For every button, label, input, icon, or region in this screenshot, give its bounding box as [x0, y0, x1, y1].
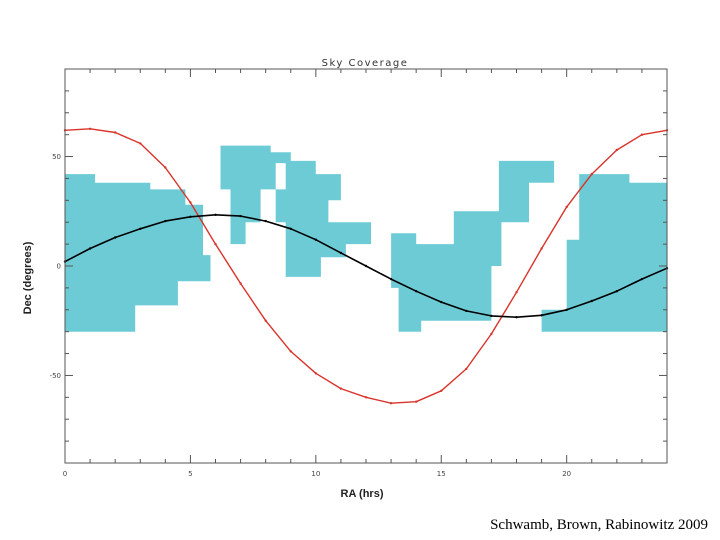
- ecliptic-point: [314, 238, 317, 241]
- ecliptic-point: [88, 247, 92, 250]
- coverage-region-5: [541, 174, 667, 332]
- ecliptic-point: [289, 227, 292, 230]
- ecliptic-point: [565, 308, 568, 311]
- galactic-plane-point: [314, 372, 317, 375]
- coverage-region-3: [275, 160, 371, 277]
- ecliptic-point: [189, 215, 192, 218]
- ecliptic-point: [389, 277, 393, 281]
- ecliptic-point: [364, 264, 368, 268]
- ecliptic-point: [164, 219, 167, 223]
- y-tick-label: 50: [52, 153, 61, 161]
- coverage-region-layer: [65, 145, 667, 332]
- galactic-plane-point: [515, 291, 518, 294]
- galactic-plane-point: [540, 247, 543, 250]
- galactic-plane-point: [164, 166, 167, 169]
- y-tick-label: 0: [57, 263, 61, 271]
- galactic-plane-point: [565, 205, 568, 209]
- galactic-plane-point: [389, 402, 393, 405]
- galactic-plane-point: [490, 332, 493, 336]
- y-axis-label: Dec (degrees): [22, 241, 34, 314]
- galactic-plane-point: [640, 133, 644, 136]
- galactic-plane-point: [364, 396, 368, 399]
- galactic-plane-point: [88, 127, 92, 130]
- galactic-plane-point: [415, 400, 418, 403]
- galactic-plane-point: [440, 389, 443, 392]
- x-tick-label: 0: [63, 470, 67, 478]
- ecliptic-point: [264, 219, 267, 223]
- x-tick-label: 5: [188, 470, 192, 478]
- ecliptic-point: [239, 214, 242, 218]
- galactic-plane-point: [590, 172, 593, 176]
- ecliptic-point: [640, 277, 644, 281]
- x-tick-label: 20: [562, 470, 571, 478]
- ecliptic-point: [590, 299, 593, 303]
- x-tick-label: 10: [311, 470, 320, 478]
- y-tick-label: -50: [50, 372, 61, 380]
- chart-title: Sky Coverage: [322, 58, 409, 69]
- x-tick-label: 15: [437, 470, 446, 478]
- ecliptic-point: [515, 316, 518, 319]
- ecliptic-point: [490, 314, 493, 318]
- galactic-plane-point: [189, 201, 192, 204]
- ticks-layer: [64, 69, 668, 463]
- galactic-plane-point: [465, 367, 468, 371]
- ecliptic-point: [465, 309, 468, 313]
- ecliptic-point: [139, 227, 142, 230]
- series-layer: [63, 127, 669, 405]
- galactic-plane-point: [114, 131, 117, 134]
- galactic-plane-point: [339, 387, 343, 390]
- galactic-plane-point: [264, 319, 267, 322]
- tick-labels-layer: 0 5 10 15 20 50 0 -50: [50, 153, 572, 478]
- ecliptic-point: [114, 236, 117, 239]
- ecliptic-point: [214, 213, 217, 216]
- ecliptic-point: [415, 290, 418, 293]
- ecliptic-point: [339, 251, 343, 255]
- coverage-region-1: [65, 174, 211, 332]
- ecliptic-point: [540, 314, 543, 317]
- galactic-plane-point: [239, 282, 242, 285]
- coverage-region-4: [391, 160, 555, 332]
- galactic-plane-point: [289, 350, 292, 353]
- citation-caption: Schwamb, Brown, Rabinowitz 2009: [490, 517, 708, 533]
- ecliptic-point: [440, 300, 443, 304]
- galactic-plane-point: [214, 242, 217, 246]
- ecliptic-point: [615, 290, 618, 293]
- x-axis-label: RA (hrs): [341, 488, 384, 500]
- coverage-region-2: [220, 145, 291, 245]
- galactic-plane-point: [139, 142, 142, 145]
- galactic-plane-point: [615, 148, 618, 152]
